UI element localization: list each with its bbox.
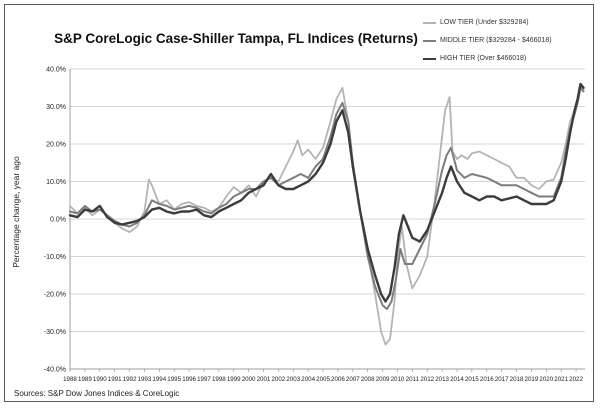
- x-tick-label: 2006: [331, 376, 345, 383]
- x-tick-label: 2014: [450, 376, 464, 383]
- x-tick-label: 2002: [271, 376, 285, 383]
- x-tick-label: 2020: [539, 376, 553, 383]
- x-tick-label: 2015: [465, 376, 479, 383]
- x-tick-label: 2010: [391, 376, 405, 383]
- x-tick-label: 1997: [197, 376, 211, 383]
- legend-label: MIDDLE TIER ($329284 - $466018): [440, 37, 552, 44]
- legend-item: MIDDLE TIER ($329284 - $466018): [423, 32, 552, 50]
- x-tick-label: 2004: [301, 376, 315, 383]
- x-tick-label: 1991: [108, 376, 122, 383]
- chart-frame: [4, 4, 594, 402]
- x-tick-label: 2011: [406, 376, 420, 383]
- x-tick-label: 2017: [495, 376, 509, 383]
- x-tick-label: 1994: [152, 376, 166, 383]
- y-tick-label: 20.0%: [46, 142, 66, 149]
- chart-title: S&P CoreLogic Case-Shiller Tampa, FL Ind…: [54, 31, 418, 46]
- y-tick-label: -10.0%: [44, 254, 66, 261]
- source-note: Sources: S&P Dow Jones Indices & CoreLog…: [14, 389, 180, 398]
- x-tick-label: 2003: [286, 376, 300, 383]
- y-tick-label: 0.0%: [50, 217, 66, 224]
- legend-label: HIGH TIER (Over $466018): [440, 55, 527, 62]
- x-tick-label: 2009: [376, 376, 390, 383]
- y-tick-label: 30.0%: [46, 104, 66, 111]
- x-tick-label: 1996: [182, 376, 196, 383]
- x-tick-label: 2012: [420, 376, 434, 383]
- x-tick-label: 1998: [212, 376, 226, 383]
- x-tick-label: 2016: [480, 376, 494, 383]
- x-tick-label: 2021: [554, 376, 568, 383]
- x-tick-label: 2007: [346, 376, 360, 383]
- x-tick-label: 2005: [316, 376, 330, 383]
- x-tick-label: 1999: [227, 376, 241, 383]
- x-tick-label: 2013: [435, 376, 449, 383]
- chart-legend: LOW TIER (Under $329284) MIDDLE TIER ($32…: [423, 14, 552, 68]
- x-tick-label: 1993: [138, 376, 152, 383]
- legend-label: LOW TIER (Under $329284): [440, 19, 529, 26]
- legend-swatch: [423, 40, 436, 42]
- legend-item: HIGH TIER (Over $466018): [423, 50, 552, 68]
- legend-swatch: [423, 58, 436, 60]
- series-line: [68, 82, 585, 303]
- x-tick-label: 1989: [78, 376, 92, 383]
- x-tick-label: 2022: [569, 376, 583, 383]
- x-tick-label: 2019: [525, 376, 539, 383]
- y-tick-label: -30.0%: [44, 329, 66, 336]
- x-tick-label: 1990: [93, 376, 107, 383]
- x-tick-label: 2018: [510, 376, 524, 383]
- x-tick-label: 1992: [123, 376, 137, 383]
- x-tick-label: 2008: [361, 376, 375, 383]
- legend-swatch: [423, 22, 436, 24]
- y-tick-label: 40.0%: [46, 67, 66, 74]
- x-tick-label: 2001: [257, 376, 271, 383]
- x-tick-label: 1995: [167, 376, 181, 383]
- x-tick-label: 2000: [242, 376, 256, 383]
- y-tick-label: 10.0%: [46, 179, 66, 186]
- x-tick-label: 1988: [63, 376, 77, 383]
- y-tick-label: -40.0%: [44, 367, 66, 374]
- y-tick-label: -20.0%: [44, 292, 66, 299]
- series-line: [69, 86, 585, 310]
- legend-item: LOW TIER (Under $329284): [423, 14, 552, 32]
